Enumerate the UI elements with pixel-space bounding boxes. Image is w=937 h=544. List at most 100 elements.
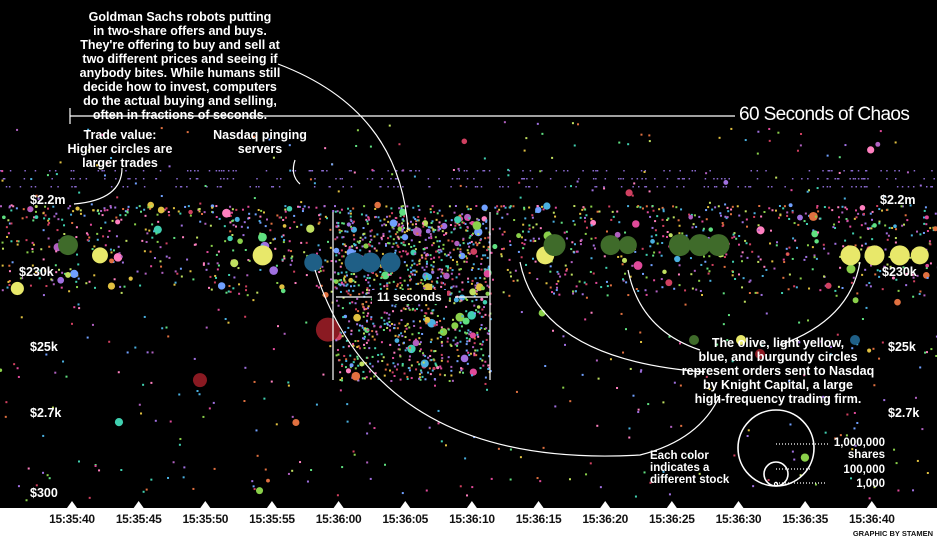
trade-dot <box>724 203 727 206</box>
trade-dot <box>827 252 830 255</box>
trade-dot <box>556 286 559 289</box>
trade-dot <box>421 332 424 335</box>
trade-dot <box>549 286 552 289</box>
trade-dot <box>251 480 254 483</box>
trade-dot <box>616 386 619 389</box>
trade-dot <box>637 408 640 411</box>
trade-dot <box>814 239 819 244</box>
trade-dot <box>283 255 286 258</box>
trade-dot <box>394 338 400 343</box>
trade-dot <box>900 205 903 208</box>
trade-dot <box>443 234 446 237</box>
trade-dot <box>474 186 477 188</box>
trade-dot <box>365 356 368 359</box>
knight-order-circle <box>10 281 24 296</box>
trade-dot <box>782 258 785 261</box>
trade-dot <box>838 216 841 219</box>
trade-dot <box>150 381 153 384</box>
trade-dot <box>275 264 278 267</box>
trade-dot <box>384 224 387 227</box>
trade-dot <box>293 221 296 224</box>
trade-dot <box>237 267 240 270</box>
trade-dot <box>232 249 235 252</box>
trade-dot <box>367 339 370 342</box>
trade-dot <box>379 219 382 222</box>
trade-dot <box>896 186 899 188</box>
trade-dot <box>894 170 896 172</box>
trade-dot <box>345 274 348 277</box>
trade-dot <box>596 424 599 427</box>
trade-dot <box>114 170 116 172</box>
trade-dot <box>620 312 623 315</box>
trade-dot <box>632 186 634 188</box>
trade-dot <box>433 350 436 353</box>
trade-dot <box>420 254 423 257</box>
trade-dot <box>415 270 418 273</box>
trade-dot <box>394 288 397 291</box>
trade-dot <box>436 212 439 215</box>
trade-dot <box>436 314 439 317</box>
trade-dot <box>42 229 45 232</box>
trade-dot <box>709 279 712 282</box>
trade-dot <box>268 138 271 141</box>
trade-dot <box>276 325 279 328</box>
trade-dot <box>483 277 486 280</box>
trade-dot <box>370 316 373 319</box>
trade-dot <box>645 178 647 180</box>
trade-dot <box>532 237 535 240</box>
trade-dot <box>688 213 691 216</box>
trade-dot <box>631 264 634 267</box>
trade-dot <box>421 222 424 225</box>
trade-dot <box>564 264 567 267</box>
trade-dot <box>353 313 361 322</box>
trade-dot <box>644 289 647 292</box>
size-legend-label: shares <box>847 449 885 461</box>
trade-dot <box>348 247 351 250</box>
trade-dot <box>371 335 374 338</box>
trade-dot <box>462 221 465 224</box>
trade-dot <box>310 469 313 472</box>
trade-dot <box>417 219 420 222</box>
trade-dot <box>463 260 466 263</box>
trade-dot <box>570 248 573 251</box>
trade-dot <box>608 205 611 208</box>
trade-dot <box>534 239 537 242</box>
trade-dot <box>150 205 153 208</box>
trade-dot <box>357 284 360 287</box>
trade-dot <box>355 246 358 249</box>
trade-dot <box>175 186 177 188</box>
trade-dot <box>466 362 469 365</box>
trade-dot <box>481 204 488 211</box>
trade-dot <box>246 226 249 229</box>
trade-dot <box>757 260 760 263</box>
trade-dot <box>486 249 489 252</box>
trade-dot <box>75 280 78 283</box>
trade-dot <box>374 201 381 209</box>
trade-dot <box>622 278 625 281</box>
trade-dot <box>103 209 106 212</box>
trade-dot <box>661 286 664 289</box>
trade-dot <box>180 224 183 227</box>
trade-dot <box>256 178 258 180</box>
trade-dot <box>662 269 667 275</box>
trade-dot <box>469 288 477 296</box>
trade-dot <box>750 170 752 172</box>
trade-dot <box>444 444 447 447</box>
trade-dot <box>330 260 333 263</box>
trade-dot <box>860 186 862 188</box>
trade-dot <box>353 358 356 361</box>
trade-dot <box>287 384 290 387</box>
trade-dot <box>661 241 664 244</box>
trade-dot <box>423 273 426 276</box>
trade-dot <box>466 205 469 208</box>
trade-dot <box>328 186 331 188</box>
trade-dot <box>401 284 404 287</box>
trade-dot <box>521 242 524 245</box>
trade-dot <box>380 236 383 239</box>
trade-dot <box>410 245 413 248</box>
trade-dot <box>8 283 11 286</box>
trade-dot <box>336 210 339 213</box>
trade-dot <box>229 205 232 208</box>
trade-dot <box>225 291 228 294</box>
